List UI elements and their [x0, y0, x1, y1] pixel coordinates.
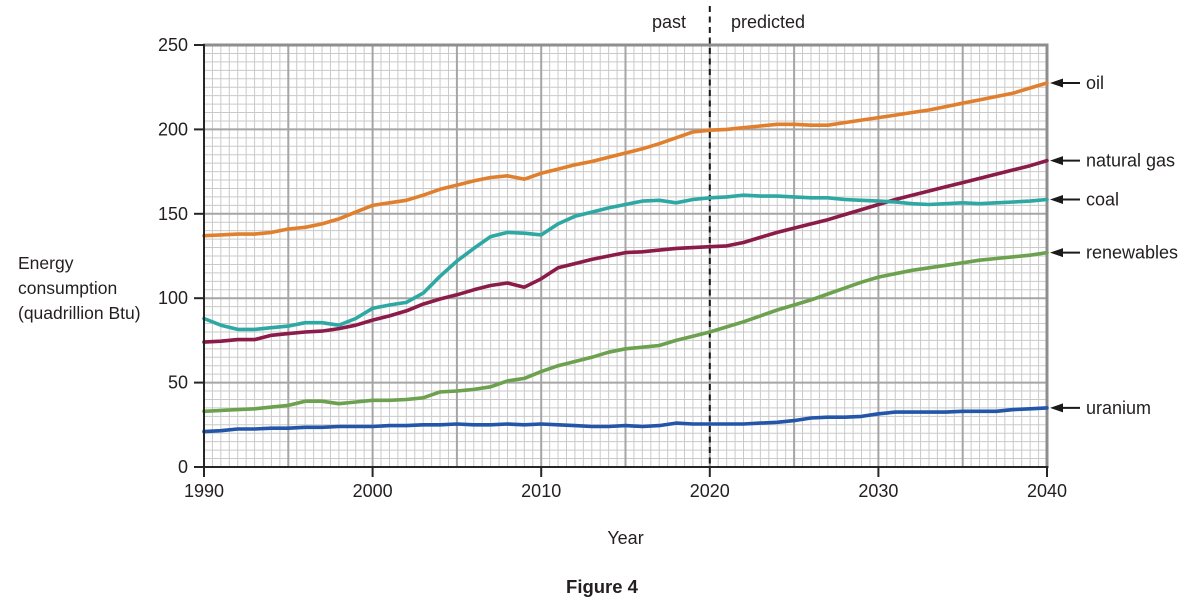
- legend-item-oil: oil: [1050, 73, 1104, 93]
- x-tick-label-2020: 2020: [690, 481, 730, 501]
- y-axis-title: Energy consumption (quadrillion Btu): [18, 251, 141, 326]
- major-gridlines: [203, 44, 1048, 468]
- legend-label-natural-gas: natural gas: [1086, 151, 1175, 171]
- figure-caption: Figure 4: [566, 576, 638, 597]
- legend-item-uranium: uranium: [1050, 398, 1151, 418]
- y-tick-label-50: 50: [168, 373, 188, 393]
- series-line-renewables: [202, 250, 1049, 414]
- legend-arrow-icon: [1050, 248, 1063, 258]
- y-tick-label-250: 250: [158, 35, 188, 55]
- legend-label-uranium: uranium: [1086, 398, 1151, 418]
- legend-label-renewables: renewables: [1086, 243, 1178, 263]
- series-line-coal: [202, 193, 1049, 332]
- y-tick-label-150: 150: [158, 204, 188, 224]
- y-axis-title-line-2: consumption: [18, 278, 118, 298]
- x-tick-label-2010: 2010: [521, 481, 561, 501]
- legend-item-renewables: renewables: [1050, 243, 1178, 263]
- x-axis-title: Year: [607, 528, 644, 548]
- legend-label-coal: coal: [1086, 189, 1119, 209]
- legend-arrow-icon: [1050, 78, 1063, 88]
- y-tick-label-0: 0: [178, 457, 188, 477]
- legend-arrow-icon: [1050, 194, 1063, 204]
- y-tick-label-200: 200: [158, 119, 188, 139]
- axes: [194, 44, 1049, 477]
- past-annotation: past: [651, 12, 686, 32]
- x-tick-label-2030: 2030: [858, 481, 898, 501]
- series-line-uranium: [202, 406, 1049, 434]
- legend-label-oil: oil: [1086, 73, 1104, 93]
- plot-border: [203, 43, 1049, 467]
- legend-item-natural-gas: natural gas: [1050, 151, 1175, 171]
- series-line-natural-gas: [202, 158, 1049, 344]
- x-tick-label-1990: 1990: [184, 481, 224, 501]
- legend-arrow-icon: [1050, 403, 1063, 413]
- predicted-annotation: predicted: [731, 12, 806, 32]
- x-tick-label-2000: 2000: [353, 481, 393, 501]
- y-axis-title-line-3: (quadrillion Btu): [18, 303, 141, 323]
- series-line-oil: [202, 81, 1049, 238]
- y-axis-title-line-1: Energy: [18, 253, 74, 273]
- legend-item-coal: coal: [1050, 189, 1119, 209]
- legend-arrow-icon: [1050, 156, 1063, 166]
- y-tick-label-100: 100: [158, 288, 188, 308]
- x-tick-label-2040: 2040: [1027, 481, 1067, 501]
